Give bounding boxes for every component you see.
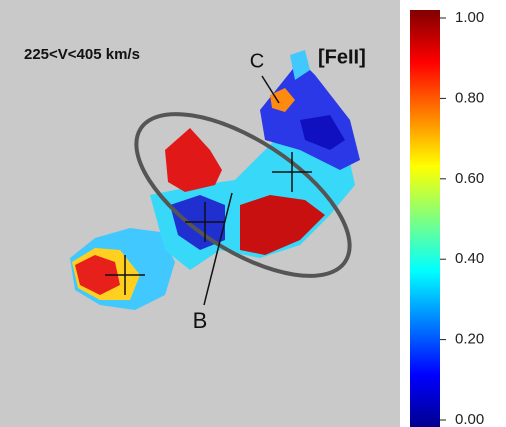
region-label: C	[250, 50, 264, 72]
pointer-line	[261, 75, 280, 104]
cross-markers	[105, 152, 312, 295]
species-label: [FeII]	[318, 46, 366, 68]
colorbar	[410, 10, 440, 427]
colorbar-tick-label: 0.80	[455, 89, 484, 106]
region-label: B	[193, 308, 208, 333]
pointer-line	[203, 192, 233, 306]
colorbar-tick-label: 0.40	[455, 250, 484, 267]
ellipse-outline	[134, 112, 352, 278]
colorbar-tick-label: 0.00	[455, 411, 484, 427]
colorbar-tick-label: 1.00	[455, 9, 484, 26]
velocity-range: 225<V<405 km/s	[24, 46, 140, 63]
colorbar-tick-label: 0.60	[455, 170, 484, 187]
colorbar-tick-label: 0.20	[455, 331, 484, 348]
